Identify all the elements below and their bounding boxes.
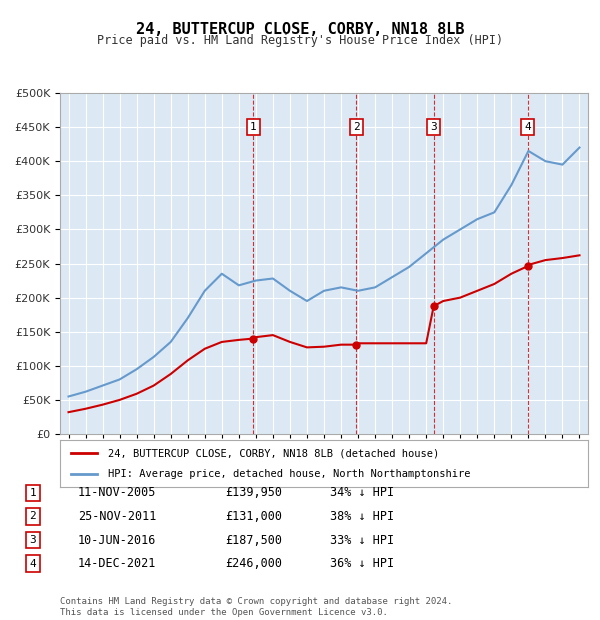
Text: HPI: Average price, detached house, North Northamptonshire: HPI: Average price, detached house, Nort… [107,469,470,479]
Text: 24, BUTTERCUP CLOSE, CORBY, NN18 8LB: 24, BUTTERCUP CLOSE, CORBY, NN18 8LB [136,22,464,37]
Text: 2: 2 [29,512,37,521]
Text: 3: 3 [430,122,437,132]
Text: Contains HM Land Registry data © Crown copyright and database right 2024.
This d: Contains HM Land Registry data © Crown c… [60,598,452,617]
Text: 4: 4 [29,559,37,569]
Text: Price paid vs. HM Land Registry's House Price Index (HPI): Price paid vs. HM Land Registry's House … [97,34,503,47]
Text: 1: 1 [250,122,257,132]
Text: 2: 2 [353,122,360,132]
Text: 14-DEC-2021: 14-DEC-2021 [78,557,157,570]
Text: 25-NOV-2011: 25-NOV-2011 [78,510,157,523]
Text: 38% ↓ HPI: 38% ↓ HPI [330,510,394,523]
Text: 24, BUTTERCUP CLOSE, CORBY, NN18 8LB (detached house): 24, BUTTERCUP CLOSE, CORBY, NN18 8LB (de… [107,448,439,458]
Text: 1: 1 [29,488,37,498]
Text: 36% ↓ HPI: 36% ↓ HPI [330,557,394,570]
Text: £139,950: £139,950 [225,487,282,499]
Text: 34% ↓ HPI: 34% ↓ HPI [330,487,394,499]
Text: 4: 4 [524,122,531,132]
Text: £131,000: £131,000 [225,510,282,523]
Text: 33% ↓ HPI: 33% ↓ HPI [330,534,394,546]
Text: 3: 3 [29,535,37,545]
Text: 10-JUN-2016: 10-JUN-2016 [78,534,157,546]
Text: £246,000: £246,000 [225,557,282,570]
Text: 11-NOV-2005: 11-NOV-2005 [78,487,157,499]
Text: £187,500: £187,500 [225,534,282,546]
